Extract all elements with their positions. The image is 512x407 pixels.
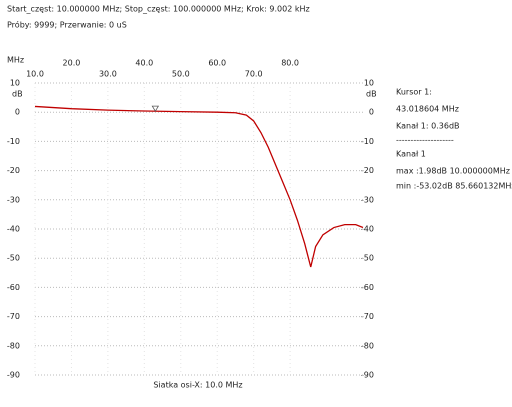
x-tick-label: 10.0 bbox=[26, 70, 44, 79]
y-tick-label: -80 bbox=[361, 341, 374, 350]
x-tick-label: 60.0 bbox=[208, 59, 226, 68]
y-tick-label: -20 bbox=[361, 166, 374, 175]
panel-text: Kanał 1 bbox=[396, 150, 426, 159]
x-tick-label: 40.0 bbox=[135, 59, 153, 68]
y-tick-label: -10 bbox=[7, 137, 20, 146]
y-tick-label: -60 bbox=[7, 283, 20, 292]
panel-text: -------------------- bbox=[396, 136, 454, 145]
y-tick-label: -90 bbox=[361, 371, 374, 380]
y-tick-label: 10 bbox=[364, 79, 374, 88]
x-tick-label: 70.0 bbox=[245, 70, 263, 79]
y-tick-label: -60 bbox=[361, 283, 374, 292]
x-tick-label: 50.0 bbox=[172, 70, 190, 79]
y-tick-label: -40 bbox=[361, 225, 374, 234]
panel-text: Kanał 1: 0.36dB bbox=[396, 122, 460, 131]
y-tick-label: 0 bbox=[369, 108, 374, 117]
y-tick-label: 0 bbox=[15, 108, 20, 117]
y-tick-label: -50 bbox=[7, 254, 20, 263]
y-tick-label: -10 bbox=[361, 137, 374, 146]
header-line: Start_częst: 10.000000 MHz; Stop_częst: … bbox=[7, 5, 310, 14]
header-line: Próby: 9999; Przerwanie: 0 uS bbox=[7, 20, 127, 30]
x-unit: MHz bbox=[7, 56, 24, 65]
data-line bbox=[34, 105, 364, 268]
y-tick-label: -50 bbox=[361, 254, 374, 263]
panel-text: Kursor 1: bbox=[396, 88, 432, 97]
y-tick-label: 10 bbox=[10, 79, 20, 88]
x-tick-label: 30.0 bbox=[99, 70, 117, 79]
y-tick-label: -40 bbox=[7, 225, 20, 234]
y-tick-label: -70 bbox=[7, 312, 20, 321]
y-tick-label: -30 bbox=[7, 195, 20, 204]
x-tick-label: 20.0 bbox=[63, 59, 81, 68]
x-tick-label: 80.0 bbox=[281, 59, 299, 68]
panel-text: min :-53.02dB 85.660132MHz bbox=[396, 182, 512, 191]
y-tick-label: -70 bbox=[361, 312, 374, 321]
panel-text: max :1.98dB 10.000000MHz bbox=[396, 167, 510, 176]
y-unit: dB bbox=[12, 90, 23, 99]
y-unit: dB bbox=[366, 90, 377, 99]
x-axis-label: Siatka osi-X: 10.0 MHz bbox=[153, 381, 242, 390]
y-tick-label: -90 bbox=[7, 371, 20, 380]
y-tick-label: -80 bbox=[7, 341, 20, 350]
cursor-marker bbox=[151, 105, 160, 112]
y-tick-label: -20 bbox=[7, 166, 20, 175]
y-tick-label: -30 bbox=[361, 195, 374, 204]
panel-text: 43.018604 MHz bbox=[396, 105, 459, 114]
